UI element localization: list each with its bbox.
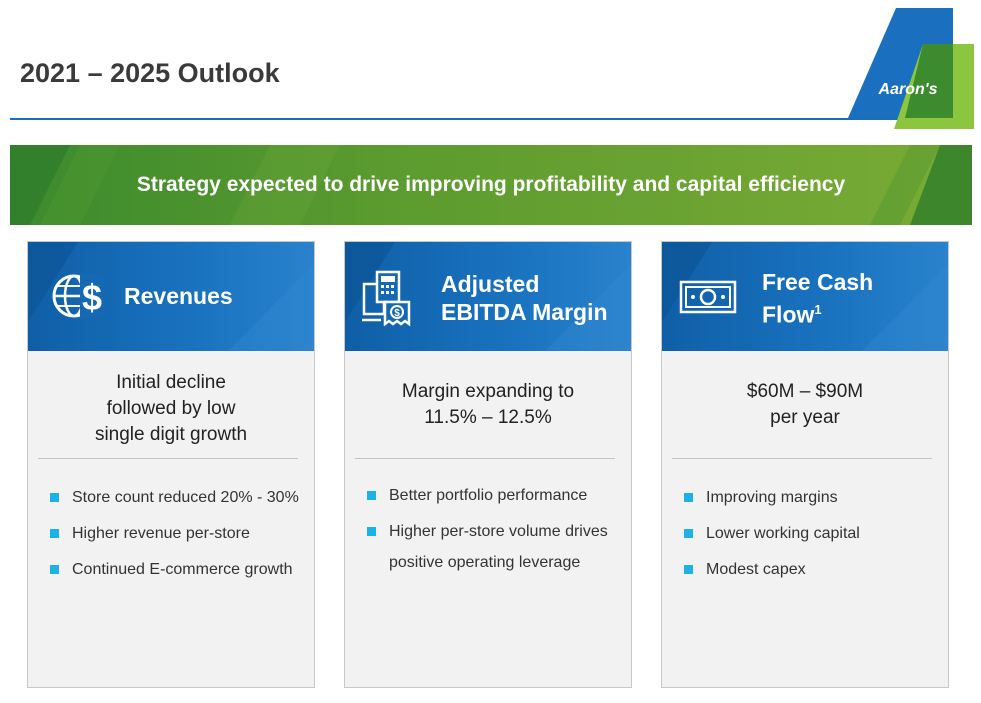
card-header: $ Adjusted EBITDA Margin: [345, 242, 631, 351]
svg-text:Aaron's: Aaron's: [878, 81, 938, 98]
card-headline: $60M – $90M per year: [746, 381, 864, 428]
card-bullets: Store count reduced 20% - 30% Higher rev…: [48, 482, 302, 590]
banner-stripes: [10, 145, 972, 225]
list-item: Higher per-store volume drives positive …: [365, 516, 619, 578]
list-item: Continued E-commerce growth: [48, 554, 302, 585]
list-item: Modest capex: [682, 554, 936, 585]
svg-text:$: $: [394, 308, 400, 319]
card-header: Free Cash Flow1: [662, 242, 948, 351]
card-bullets: Improving margins Lower working capital …: [682, 482, 936, 590]
list-item: Higher revenue per-store: [48, 518, 302, 549]
calculator-invoice-icon: $: [362, 270, 411, 326]
strategy-banner: Strategy expected to drive improving pro…: [10, 145, 972, 225]
banner-text: Strategy expected to drive improving pro…: [136, 173, 846, 196]
card-headline: Margin expanding to 11.5% – 12.5%: [401, 381, 575, 428]
banknote-icon: [679, 280, 737, 314]
globe-dollar-icon: $: [52, 274, 104, 318]
card-title: Adjusted EBITDA Margin: [441, 271, 608, 325]
card-free-cash-flow: Free Cash Flow1 $60M – $90M per year Imp…: [661, 241, 949, 688]
card-divider: [355, 458, 615, 459]
list-item: Lower working capital: [682, 518, 936, 549]
list-item: Store count reduced 20% - 30%: [48, 482, 302, 513]
card-title: Revenues: [124, 283, 233, 309]
card-headline: Initial decline followed by low single d…: [94, 372, 248, 445]
card-title: Free Cash Flow1: [762, 269, 874, 328]
list-item: Better portfolio performance: [365, 480, 619, 511]
title-rule: [10, 118, 972, 120]
list-item: Improving margins: [682, 482, 936, 513]
svg-text:$: $: [82, 277, 102, 318]
card-revenues: $ Revenues Initial decline followed by l…: [27, 241, 315, 688]
card-ebitda: $ Adjusted EBITDA Margin Margin expandin…: [344, 241, 632, 688]
card-divider: [672, 458, 932, 459]
page-title: 2021 – 2025 Outlook: [20, 58, 280, 88]
card-divider: [38, 458, 298, 459]
card-header: $ Revenues: [28, 242, 314, 351]
card-bullets: Better portfolio performance Higher per-…: [365, 480, 619, 583]
aarons-logo: Aaron's: [848, 8, 974, 129]
